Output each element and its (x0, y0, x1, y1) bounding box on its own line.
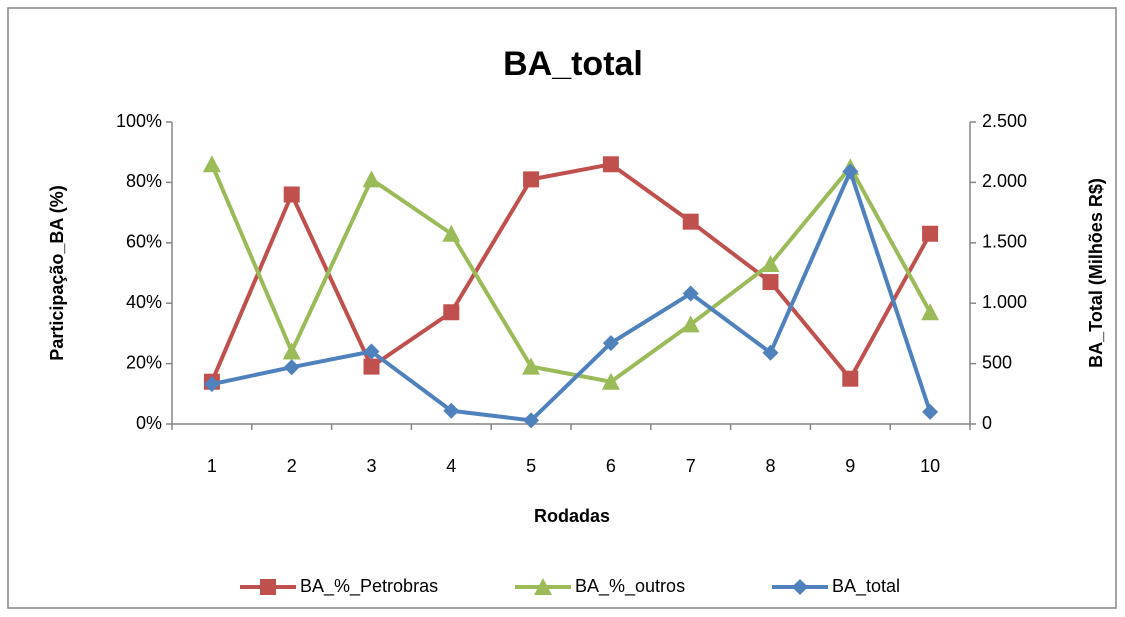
data-point (762, 344, 779, 361)
y2-tick-label: 2.000 (982, 171, 1027, 191)
data-point (523, 171, 540, 188)
chart-title: BA_total (503, 45, 643, 83)
data-point (523, 412, 540, 429)
data-point (842, 370, 859, 387)
legend-marker (260, 579, 276, 595)
data-point (363, 358, 380, 375)
data-point (842, 163, 859, 180)
x-tick-label: 1 (207, 456, 217, 476)
legend-label: BA_total (832, 576, 900, 597)
data-point (761, 254, 780, 272)
y-tick-label: 0% (136, 413, 162, 433)
data-point (682, 213, 699, 230)
x-tick-label: 10 (920, 456, 940, 476)
series-line (211, 169, 932, 423)
x-tick-label: 4 (446, 456, 456, 476)
data-point (362, 170, 381, 188)
data-point (363, 343, 380, 360)
series-line (210, 163, 932, 384)
y2-tick-label: 1.500 (982, 232, 1027, 252)
data-point (442, 224, 461, 242)
y-tick-label: 80% (126, 171, 162, 191)
legend-marker (792, 579, 808, 595)
series-line (210, 162, 932, 383)
data-point (602, 156, 619, 173)
x-tick-label: 6 (606, 456, 616, 476)
legend-label: BA_%_outros (575, 576, 685, 597)
legend-marker (534, 578, 552, 595)
data-point (443, 304, 460, 321)
data-point (682, 285, 699, 302)
data-point (522, 357, 541, 375)
x-tick-label: 3 (366, 456, 376, 476)
data-point (203, 376, 220, 393)
data-point (282, 342, 301, 360)
y-tick-label: 60% (126, 232, 162, 252)
y-tick-label: 40% (126, 292, 162, 312)
x-tick-label: 2 (287, 456, 297, 476)
legend-label: BA_%_Petrobras (300, 576, 438, 597)
data-point (681, 315, 700, 333)
x-tick-label: 9 (845, 456, 855, 476)
data-point (601, 372, 620, 390)
y2-tick-label: 0 (982, 413, 992, 433)
y2-tick-label: 1.000 (982, 292, 1027, 312)
data-point (762, 274, 779, 291)
x-tick-label: 7 (686, 456, 696, 476)
data-point (202, 155, 221, 173)
data-point (922, 225, 939, 242)
y2-tick-label: 2.500 (982, 111, 1027, 131)
x-tick-label: 8 (765, 456, 775, 476)
y-tick-label: 20% (126, 352, 162, 372)
y2-tick-label: 500 (982, 352, 1012, 372)
x-axis-label: Rodadas (534, 506, 610, 526)
data-point (922, 403, 939, 420)
x-tick-label: 5 (526, 456, 536, 476)
data-point (283, 359, 300, 376)
data-point (921, 303, 940, 321)
y-tick-label: 100% (116, 111, 162, 131)
data-point (443, 402, 460, 419)
data-point (283, 186, 300, 203)
data-point (602, 335, 619, 352)
y-axis-label: Participação_BA (%) (47, 185, 67, 360)
y2-axis-label: BA_Total (Milhões R$) (1086, 178, 1106, 368)
